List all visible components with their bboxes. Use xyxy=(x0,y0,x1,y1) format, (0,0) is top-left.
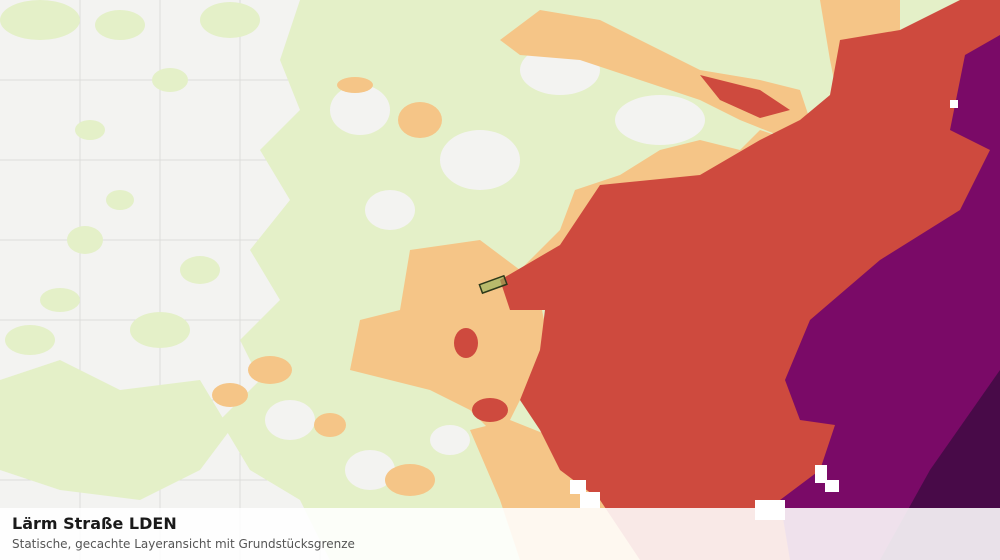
caption-title: Lärm Straße LDEN xyxy=(12,514,177,533)
caption-background xyxy=(0,508,1000,560)
caption-subtitle: Statische, gecachte Layeransicht mit Gru… xyxy=(12,537,355,551)
caption: Lärm Straße LDEN Statische, gecachte Lay… xyxy=(0,508,1000,560)
noise-zone-very-high xyxy=(780,35,1000,560)
parcel-boundary xyxy=(478,274,508,295)
